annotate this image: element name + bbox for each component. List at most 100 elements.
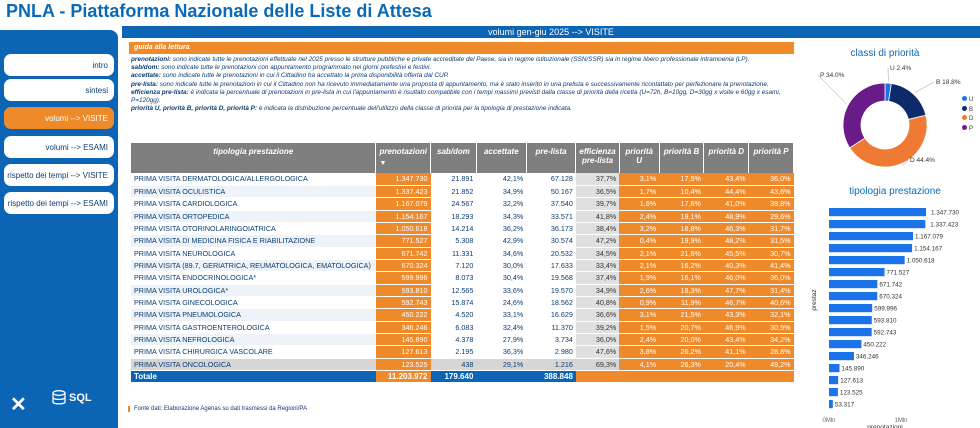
table-cell: 2.195 — [430, 345, 477, 359]
x-tick-label: 0Mln — [822, 418, 835, 424]
col-header-priorita-d[interactable]: priorità D — [703, 143, 750, 173]
col-header-priorita-b[interactable]: priorità B — [659, 143, 705, 173]
table-cell: 67.128 — [526, 173, 576, 186]
legend-item-u[interactable]: U — [962, 96, 973, 106]
table-cell: 33.571 — [526, 210, 576, 223]
table-cell: 29,6% — [748, 210, 794, 223]
table-cell: 2,1% — [619, 247, 660, 260]
table-cell: 8.073 — [430, 271, 477, 285]
sort-desc-icon[interactable]: ▼ — [379, 160, 387, 167]
table-cell: 30,9% — [748, 321, 794, 334]
table-cell: 0,4% — [619, 234, 660, 248]
nav-rispetto-esami-button[interactable]: rispetto dei tempi --> ESAMI — [4, 192, 114, 214]
table-cell: 450.222 — [375, 308, 431, 322]
table-cell: 3,8% — [619, 345, 660, 359]
table-cell: 46,7% — [703, 296, 749, 310]
table-row[interactable]: PRIMA VISITA DERMATOLOGICA/ALLERGOLOGICA… — [131, 173, 794, 186]
table-row[interactable]: PRIMA VISITA ONCOLOGICA 123.525 438 29,1% 1.… — [131, 358, 794, 372]
col-header-prenotazioni[interactable]: prenotazioni ▼ — [375, 143, 432, 173]
table-row[interactable]: PRIMA VISITA UROLOGICA* 593.810 12.565 33,6… — [131, 284, 794, 297]
table-cell: 2,4% — [619, 333, 660, 347]
table-row[interactable]: PRIMA VISITA GINECOLOGICA 592.743 15.874 24… — [131, 296, 794, 310]
table-cell: 41,0% — [703, 197, 749, 211]
bar — [829, 292, 878, 301]
table-cell: PRIMA VISITA NEUROLOGICA — [131, 247, 376, 260]
table-row[interactable]: PRIMA VISITA GASTROENTEROLOGICA 346.246 6.… — [131, 321, 794, 334]
database-icon — [52, 390, 66, 405]
sql-label: SQL — [69, 391, 92, 404]
table-row[interactable]: PRIMA VISITA NEFROLOGICA 145.890 4.378 27,9… — [131, 333, 794, 347]
table-cell: 1,7% — [619, 185, 660, 199]
table-cell: 4.520 — [430, 308, 477, 322]
x-logo-icon[interactable]: ✕ — [10, 394, 27, 416]
table-cell: 346.246 — [375, 321, 431, 334]
table-cell: 3.734 — [526, 333, 576, 347]
table-cell: 593.810 — [375, 284, 431, 297]
legend-item-d[interactable]: D — [962, 115, 973, 125]
y-axis-label: prestaz — [811, 289, 818, 310]
table-cell: 21,6% — [659, 247, 704, 260]
table-cell: 46,9% — [703, 321, 749, 334]
nav-sintesi-button[interactable]: sintesi — [4, 79, 114, 101]
col-header-efficienza[interactable]: efficienza pre-lista — [575, 143, 620, 173]
table-cell: 34,6% — [476, 247, 527, 260]
table-cell: 43,4% — [703, 173, 749, 186]
legend-item-b[interactable]: B — [962, 105, 974, 116]
x-tick-label: 1Mln — [894, 418, 907, 424]
nav-intro-button[interactable]: intro — [4, 54, 114, 76]
table-row[interactable]: PRIMA VISITA DI MEDICINA FISICA E RIABIL… — [131, 234, 794, 248]
sql-button[interactable]: SQL — [52, 390, 92, 405]
nav-rispetto-visite-button[interactable]: rispetto dei tempi --> VISITE — [4, 164, 114, 186]
legend-dot-icon — [962, 124, 967, 130]
bar-data-label: 127.613 — [840, 377, 863, 384]
bar-data-label: 1.154.167 — [914, 245, 943, 252]
table-row[interactable]: PRIMA VISITA NEUROLOGICA 671.742 11.331 34,… — [131, 247, 794, 260]
table-row[interactable]: PRIMA VISITA (89.7, GERIATRICA, REUMATOL… — [131, 259, 794, 273]
table-row[interactable]: PRIMA VISITA ENDOCRINOLOGICA* 599.996 8.07… — [131, 271, 794, 285]
table-cell: 3,1% — [619, 173, 660, 186]
donut-slice-d — [849, 114, 928, 168]
bar — [829, 340, 862, 349]
col-header-accettate[interactable]: accettate — [476, 143, 527, 173]
table-row[interactable]: PRIMA VISITA ORTOPEDICA 1.154.167 18.293 34… — [131, 210, 794, 223]
bar-data-label: 1.167.079 — [915, 233, 944, 240]
legend-dot-icon — [962, 96, 967, 101]
donut-data-label: P 34.0% — [820, 72, 845, 79]
table-cell: 2.980 — [526, 345, 576, 359]
table-row[interactable]: PRIMA VISITA PNEUMOLOGICA 450.222 4.520 33,… — [131, 308, 794, 322]
table-cell: 36,0% — [748, 173, 794, 186]
legend-item-p[interactable]: P — [962, 124, 973, 135]
col-header-priorita-p[interactable]: priorità P — [748, 143, 794, 173]
table-cell: 671.742 — [375, 247, 431, 260]
total-cell: 11.203.972 — [375, 370, 431, 383]
app-title: PNLA - Piattaforma Nazionale delle Liste… — [6, 1, 432, 21]
table-cell: PRIMA VISITA OTORINOLARINGOIATRICA — [131, 222, 376, 236]
table-cell: 38,4% — [575, 222, 620, 236]
donut-data-label: D 44.4% — [910, 157, 935, 164]
table-cell: PRIMA VISITA (89.7, GERIATRICA, REUMATOL… — [131, 259, 376, 273]
legend-label: B — [969, 106, 974, 113]
col-header-prelista[interactable]: pre-lista — [526, 143, 577, 173]
legend-dot-icon — [962, 115, 967, 120]
table-cell: 40,6% — [748, 296, 794, 310]
donut-slice-b — [888, 83, 927, 120]
table-row[interactable]: PRIMA VISITA OTORINOLARINGOIATRICA 1.050.… — [131, 222, 794, 236]
nav-volumi-visite-button[interactable]: volumi --> VISITE — [4, 107, 114, 129]
x-axis-label: prenotazioni — [867, 424, 902, 428]
col-header-sabdom[interactable]: sab/dom — [430, 143, 477, 173]
sidebar: intro sintesi volumi --> VISITE volumi -… — [0, 30, 118, 428]
nav-volumi-esami-button[interactable]: volumi --> ESAMI — [4, 136, 114, 158]
table-cell: 19.568 — [526, 271, 576, 285]
table-cell: 47,2% — [575, 234, 620, 248]
col-header-tipologia[interactable]: tipologia prestazione — [131, 143, 377, 173]
table-cell: 16.629 — [526, 308, 576, 322]
table-cell: 27,9% — [476, 333, 527, 347]
table-cell: 670.324 — [375, 259, 431, 273]
table-row[interactable]: PRIMA VISITA OCULISTICA 1.337.423 21.852 34… — [131, 185, 794, 199]
table-row[interactable]: PRIMA VISITA CARDIOLOGICA 1.167.079 24.567… — [131, 197, 794, 211]
col-header-priorita-u[interactable]: priorità U — [619, 143, 660, 173]
total-cell — [659, 370, 704, 383]
bar — [829, 208, 927, 217]
table-row[interactable]: PRIMA VISITA CHIRURGICA VASCOLARE 127.613… — [131, 345, 794, 359]
table-cell: 15.874 — [430, 296, 477, 310]
